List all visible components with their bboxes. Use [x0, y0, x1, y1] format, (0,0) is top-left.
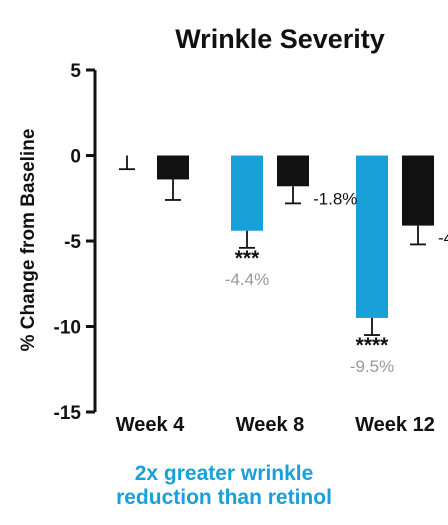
x-tick-label: Week 4	[116, 414, 185, 436]
wrinkle-severity-chart: Wrinkle Severity % Change from Baseline …	[18, 24, 448, 436]
data-label: -9.5%	[350, 357, 394, 376]
caption-line-2: reduction than retinol	[116, 486, 332, 509]
y-tick-label: 5	[70, 61, 81, 82]
bar	[157, 155, 189, 180]
x-tick-label: Week 8	[236, 414, 305, 436]
data-label: -1.8%	[313, 189, 357, 208]
caption-line-1: 2x greater wrinkle	[134, 462, 314, 485]
chart-title: Wrinkle Severity	[175, 24, 385, 54]
y-axis-label: % Change from Baseline	[18, 129, 39, 352]
data-label: -4.4%	[225, 270, 269, 289]
y-tick-label: -10	[54, 318, 81, 339]
bar	[402, 155, 434, 226]
data-label: -4.1%	[438, 229, 448, 248]
bar	[356, 155, 388, 318]
bar	[277, 155, 309, 187]
bar	[231, 155, 263, 231]
x-tick-label: Week 12	[355, 414, 435, 436]
significance-marker: ****	[356, 334, 390, 357]
y-tick-label: -5	[64, 232, 81, 253]
chart-caption: 2x greater wrinkle reduction than retino…	[0, 462, 448, 510]
y-tick-label: 0	[70, 147, 81, 168]
significance-marker: ***	[235, 247, 260, 270]
y-tick-label: -15	[54, 403, 82, 424]
